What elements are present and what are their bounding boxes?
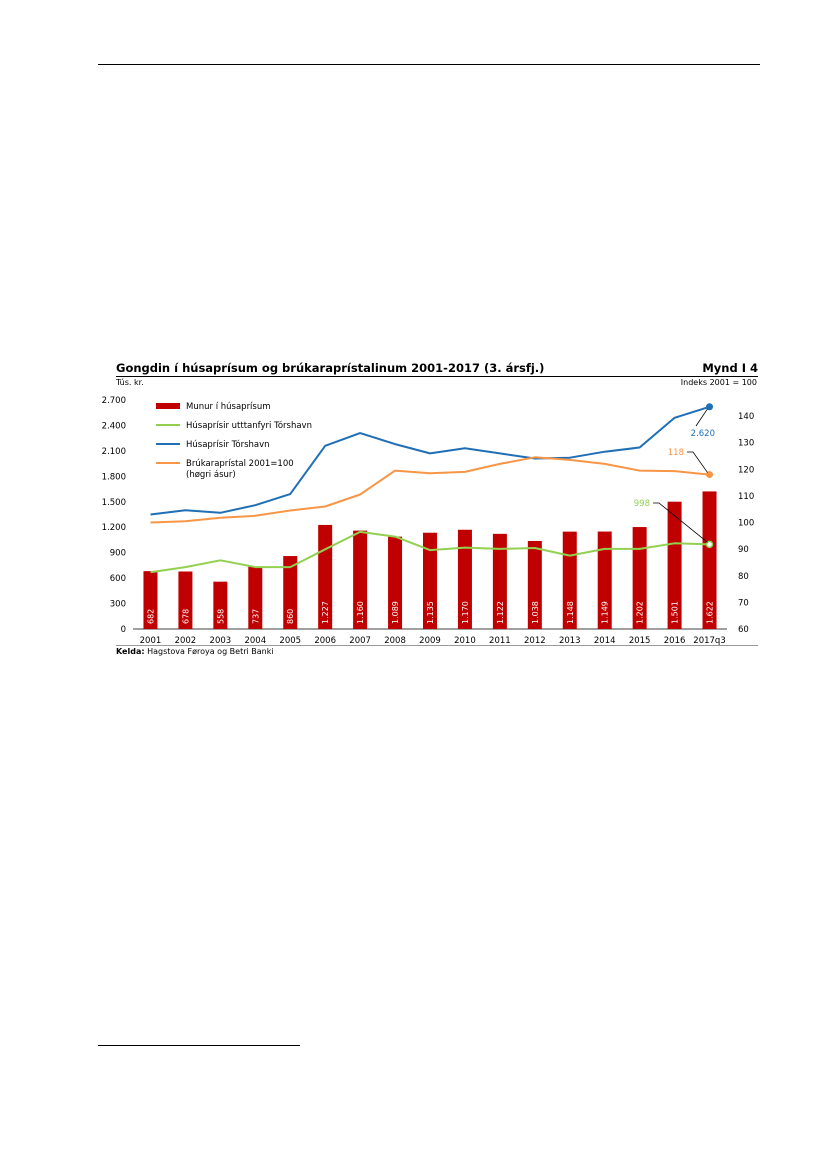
legend-swatch-munur: [156, 403, 180, 409]
right-axis-tick-label: 60: [738, 625, 749, 635]
bar-munur: [248, 566, 263, 629]
figure-title: Gongdin í húsaprísum og brúkaraprístalin…: [116, 361, 545, 375]
legend-label-uttanfyri: Húsaprísir utttanfyri Tórshavn: [186, 420, 312, 431]
right-axis-tick-label: 100: [738, 519, 754, 529]
bar-value-label: 1.089: [391, 601, 400, 624]
left-axis-tick-label: 1.500: [102, 498, 126, 508]
bar-value-label: 1.622: [706, 601, 715, 624]
series-line-brukarapristal: [150, 456, 710, 524]
bar-munur: [213, 581, 228, 629]
x-axis-tick-label: 2010: [454, 636, 476, 646]
bar-munur: [283, 556, 298, 629]
bar-value-label: 1.148: [566, 601, 575, 624]
bar-value-label: 1.227: [321, 601, 330, 624]
series-line-uttanfyri: [150, 530, 710, 574]
x-axis-tick-label: 2014: [594, 636, 616, 646]
bar-value-label: 860: [286, 609, 295, 624]
right-axis-tick-label: 80: [738, 572, 749, 582]
right-axis-tick-label: 140: [738, 412, 754, 422]
left-axis-tick-label: 300: [110, 600, 126, 610]
bar-value-label: 678: [181, 609, 190, 624]
end-label-torshavn: 2.620: [691, 429, 715, 439]
x-axis-tick-label: 2016: [664, 636, 686, 646]
bar-munur: [562, 531, 577, 629]
end-leader-uttanfyri: [653, 502, 708, 543]
x-axis-tick-label: 2017q3: [693, 636, 725, 646]
chart-bottom-rule: [116, 645, 758, 646]
page-top-rule: [98, 64, 760, 65]
bar-munur: [632, 527, 647, 629]
end-label-brukarapristal: 118: [668, 448, 684, 458]
left-axis-tick-label: 900: [110, 549, 126, 559]
x-axis-tick-label: 2006: [314, 636, 336, 646]
x-axis-tick-label: 2003: [210, 636, 232, 646]
bar-value-label: 1.501: [671, 601, 680, 624]
x-axis-tick-label: 2012: [524, 636, 546, 646]
bar-value-label: 1.170: [461, 601, 470, 624]
right-axis-tick-label: 70: [738, 598, 749, 608]
bar-munur: [702, 491, 717, 629]
figure-id: Mynd I 4: [702, 361, 758, 375]
x-axis-tick-label: 2008: [384, 636, 406, 646]
bar-munur: [423, 532, 437, 629]
x-axis-tick-label: 2005: [279, 636, 301, 646]
bar-value-label: 1.202: [636, 601, 645, 624]
right-axis-tick-label: 120: [738, 465, 754, 475]
left-axis-unit: Tús. kr.: [116, 378, 144, 387]
bar-munur: [178, 571, 193, 629]
x-axis-tick-label: 2011: [489, 636, 511, 646]
bar-munur: [492, 533, 507, 629]
end-marker-uttanfyri: [705, 540, 714, 549]
source-text: Hagstova Føroya og Betri Banki: [147, 647, 274, 656]
left-axis-tick-label: 0: [121, 625, 126, 635]
bar-munur: [388, 536, 403, 629]
series-line-torshavn: [150, 405, 710, 516]
x-axis-tick-label: 2009: [419, 636, 441, 646]
legend-label-brukarapristal: Brúkaraprístal 2001=100: [186, 459, 294, 469]
bar-value-label: 1.038: [531, 601, 540, 624]
left-axis-tick-label: 600: [110, 574, 126, 584]
left-axis-tick-label: 2.100: [102, 447, 126, 457]
end-label-uttanfyri: 998: [634, 499, 650, 509]
end-leader-brukarapristal: [687, 451, 708, 473]
title-rule: [116, 376, 758, 377]
x-axis-tick-label: 2013: [559, 636, 581, 646]
bar-value-label: 1.122: [496, 601, 505, 624]
right-axis-tick-label: 110: [738, 492, 754, 502]
right-axis-tick-label: 130: [738, 439, 754, 449]
x-axis-tick-label: 2015: [629, 636, 651, 646]
left-axis-tick-label: 1.800: [102, 472, 126, 482]
left-axis-tick-label: 1.200: [102, 523, 126, 533]
left-axis-tick-label: 2.700: [102, 396, 126, 406]
end-leader-torshavn: [695, 408, 708, 427]
right-axis-unit: Indeks 2001 = 100: [680, 378, 757, 387]
bar-value-label: 1.149: [601, 601, 610, 624]
x-axis-tick-label: 2001: [140, 636, 162, 646]
end-marker-brukarapristal: [706, 471, 714, 479]
source-note: Kelda: Hagstova Føroya og Betri Banki: [116, 647, 274, 656]
source-label: Kelda:: [116, 647, 145, 656]
x-axis-tick-label: 2004: [244, 636, 266, 646]
legend-label-munur: Munur í húsaprísum: [186, 402, 271, 412]
right-axis-tick-label: 90: [738, 545, 749, 555]
bar-value-label: 737: [251, 609, 260, 624]
bar-value-label: 1.135: [426, 601, 435, 624]
x-axis-tick-label: 2007: [349, 636, 371, 646]
bar-munur: [457, 529, 472, 629]
bar-value-label: 682: [146, 609, 155, 624]
bar-munur: [353, 530, 368, 629]
legend-label-torshavn: Húsaprísir Tórshavn: [186, 439, 270, 450]
left-axis-tick-label: 2.400: [102, 421, 126, 431]
x-axis-tick-label: 2002: [175, 636, 197, 646]
legend-label-brukarapristal-line2: (høgri ásur): [186, 470, 236, 480]
footnote-rule: [98, 1045, 300, 1046]
bar-value-label: 1.160: [356, 601, 365, 624]
bar-value-label: 558: [216, 609, 225, 624]
end-marker-torshavn: [706, 403, 714, 411]
bar-munur: [527, 540, 542, 629]
bar-munur: [667, 501, 682, 629]
bar-munur: [143, 571, 158, 629]
bar-munur: [597, 531, 612, 629]
